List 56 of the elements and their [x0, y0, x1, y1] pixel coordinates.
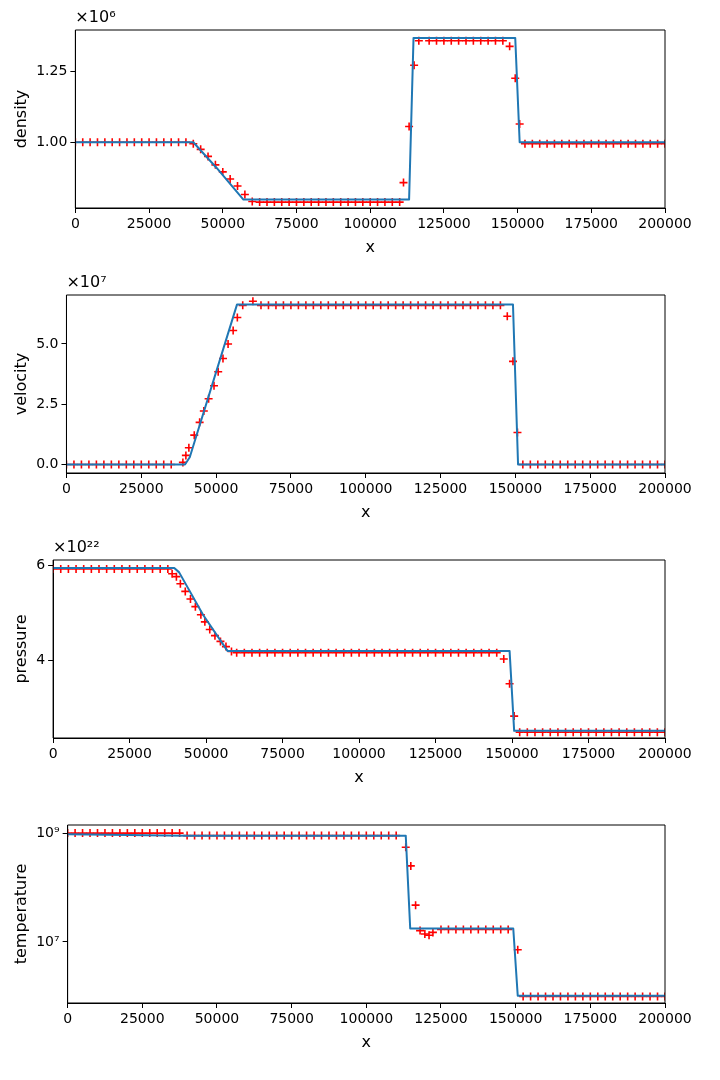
x-tick-label: 25000 — [126, 215, 172, 232]
y-tick-label: 1.00 — [36, 132, 68, 149]
y-tick-label: 1.25 — [36, 62, 68, 79]
x-tick-label: 150000 — [488, 1010, 543, 1027]
x-tick-label: 50000 — [194, 1010, 240, 1027]
x-tick-label: 125000 — [408, 745, 463, 762]
y-axis-title: pressure — [10, 614, 30, 684]
x-tick-label: 175000 — [563, 480, 617, 497]
y-tick-label: 10⁷ — [36, 932, 60, 949]
x-tick-label: 100000 — [343, 215, 397, 232]
x-tick-label: 25000 — [120, 1010, 165, 1027]
x-tick-label: 150000 — [485, 745, 539, 762]
x-tick-label: 100000 — [339, 480, 393, 497]
x-tick-label: 50000 — [183, 745, 229, 762]
x-tick-label: 150000 — [490, 215, 545, 232]
x-tick-label: 125000 — [417, 215, 471, 232]
y-tick-label: 0.0 — [36, 455, 59, 472]
y-axis-title: velocity — [10, 352, 30, 416]
x-axis-title: x — [361, 1031, 372, 1051]
x-tick-label: 75000 — [260, 745, 305, 762]
x-tick-label: 75000 — [269, 1010, 314, 1027]
x-tick-label: 75000 — [274, 215, 319, 232]
x-tick-label: 100000 — [339, 1010, 394, 1027]
x-tick-label: 200000 — [638, 480, 692, 497]
x-tick-label: 175000 — [564, 215, 619, 232]
x-tick-label: 50000 — [193, 480, 239, 497]
x-tick-label: 125000 — [414, 1010, 468, 1027]
text: ×10⁷ — [66, 272, 107, 292]
x-axis-title: x — [354, 766, 364, 786]
x-tick-label: 125000 — [413, 480, 468, 497]
y-tick-label: 4 — [36, 651, 46, 668]
x-tick-label: 75000 — [268, 480, 314, 497]
x-tick-label: 175000 — [561, 745, 616, 762]
x-tick-label: 200000 — [638, 1010, 692, 1027]
x-tick-label: 175000 — [563, 1010, 618, 1027]
x-tick-label: 0 — [63, 1010, 73, 1027]
x-tick-label: 0 — [48, 745, 58, 762]
y-axis-title: density — [10, 89, 30, 149]
y-axis-title: temperature — [10, 863, 30, 965]
x-axis-title: x — [365, 236, 375, 256]
y-tick-label: 5.0 — [36, 334, 59, 351]
y-tick-label: 10⁹ — [36, 823, 60, 840]
text: ×10⁶ — [75, 7, 116, 27]
x-axis-title: x — [361, 501, 371, 521]
x-tick-label: 200000 — [638, 215, 692, 232]
x-tick-label: 200000 — [638, 745, 692, 762]
x-tick-label: 0 — [62, 480, 71, 497]
x-tick-label: 0 — [70, 215, 80, 232]
x-tick-label: 25000 — [107, 745, 152, 762]
text: ×10²² — [53, 537, 100, 557]
x-tick-label: 100000 — [332, 745, 386, 762]
x-tick-label: 150000 — [488, 480, 543, 497]
y-tick-label: 6 — [36, 555, 46, 572]
x-tick-label: 50000 — [200, 215, 246, 232]
y-tick-label: 2.5 — [36, 394, 59, 411]
x-tick-label: 25000 — [119, 480, 164, 497]
